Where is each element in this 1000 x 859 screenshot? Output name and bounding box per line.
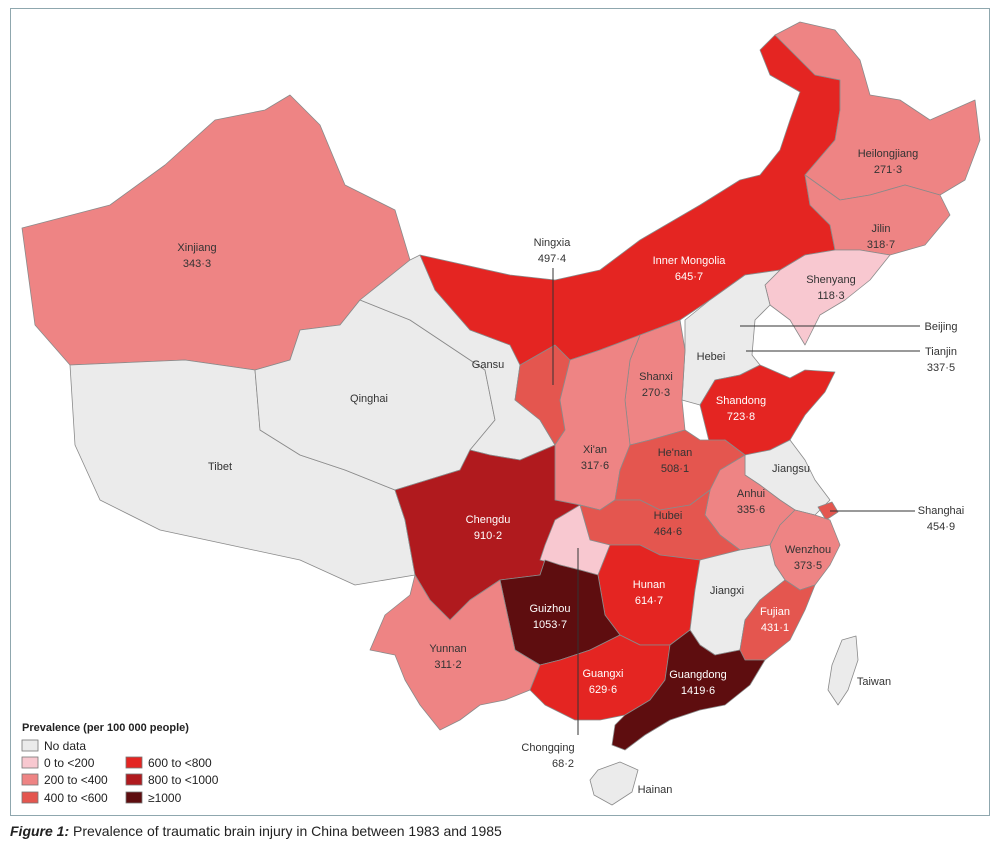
label-ningxia-value: 497·4 [538, 253, 566, 265]
label-gansu-name: Gansu [472, 359, 504, 371]
label-ningxia-name: Ningxia [534, 237, 572, 249]
label-shanghai-value: 454·9 [927, 521, 955, 533]
label-hunan-value: 614·7 [635, 595, 663, 607]
legend-swatch-200-400 [21, 773, 39, 786]
label-jilin-value: 318·7 [867, 239, 895, 251]
label-heilongjiang-value: 271·3 [874, 164, 902, 176]
label-jiangsu-name: Jiangsu [772, 463, 810, 475]
label-henan-value: 508·1 [661, 463, 689, 475]
region-hainan[interactable] [589, 761, 639, 806]
label-guangdong-value: 1419·6 [681, 685, 715, 697]
label-guizhou-value: 1053·7 [533, 619, 567, 631]
legend-title: Prevalence (per 100 000 people) [22, 722, 189, 734]
legend-swatch-400-600 [21, 791, 39, 804]
label-heilongjiang-name: Heilongjiang [858, 148, 919, 160]
label-hebei-name: Hebei [697, 351, 726, 363]
label-shandong-name: Shandong [716, 395, 766, 407]
region-shanghai[interactable] [817, 501, 839, 521]
label-fujian-value: 431·1 [761, 622, 789, 634]
figure-caption-text: Prevalence of traumatic brain injury in … [69, 823, 502, 839]
label-hubei-name: Hubei [654, 510, 683, 522]
label-hunan-name: Hunan [633, 579, 665, 591]
label-chengdu-name: Chengdu [466, 514, 511, 526]
label-inner-mongolia-name: Inner Mongolia [653, 255, 727, 267]
label-shandong-value: 723·8 [727, 411, 755, 423]
label-tianjin-name: Tianjin [925, 346, 957, 358]
label-tibet-name: Tibet [208, 461, 232, 473]
region-yunnan[interactable] [369, 574, 541, 731]
label-wenzhou-value: 373·5 [794, 560, 822, 572]
label-guizhou-name: Guizhou [530, 603, 571, 615]
label-fujian-name: Fujian [760, 606, 790, 618]
figure-caption: Figure 1: Prevalence of traumatic brain … [10, 823, 502, 839]
legend-label-0-200: 0 to <200 [44, 756, 95, 770]
label-xian-value: 317·6 [581, 460, 609, 472]
label-shanghai-name: Shanghai [918, 505, 965, 517]
region-jilin[interactable] [804, 174, 951, 256]
legend-label-600-800: 600 to <800 [148, 756, 212, 770]
label-beijing-name: Beijing [924, 321, 957, 333]
region-heilongjiang[interactable] [774, 21, 981, 201]
label-guangxi-value: 629·6 [589, 684, 617, 696]
label-taiwan-name: Taiwan [857, 676, 891, 688]
legend-swatch-1000-plus [125, 791, 143, 804]
legend-label-400-600: 400 to <600 [44, 791, 108, 805]
legend-swatch-0-200 [21, 756, 39, 769]
label-chongqing-name: Chongqing [521, 742, 574, 754]
legend: Prevalence (per 100 000 people) No data … [21, 722, 219, 805]
label-chongqing-value: 68·2 [552, 758, 574, 770]
label-inner-mongolia-value: 645·7 [675, 271, 703, 283]
label-jiangxi-name: Jiangxi [710, 585, 744, 597]
label-tianjin-value: 337·5 [927, 362, 955, 374]
legend-label-800-1000: 800 to <1000 [148, 773, 219, 787]
label-chengdu-value: 910·2 [474, 530, 502, 542]
label-shenyang-value: 118·3 [817, 290, 844, 302]
label-guangdong-name: Guangdong [669, 669, 727, 681]
region-inner-mongolia[interactable] [419, 34, 841, 366]
label-jilin-name: Jilin [872, 223, 891, 235]
label-hainan-name: Hainan [638, 784, 673, 796]
label-shanxi-value: 270·3 [642, 387, 670, 399]
region-hebei[interactable] [681, 269, 781, 406]
label-hubei-value: 464·6 [654, 526, 682, 538]
label-wenzhou-name: Wenzhou [785, 544, 831, 556]
legend-label-1000-plus: ≥1000 [148, 791, 182, 805]
label-yunnan-name: Yunnan [429, 643, 466, 655]
region-guangdong[interactable] [611, 629, 766, 751]
label-qinghai-name: Qinghai [350, 393, 388, 405]
label-yunnan-value: 311·2 [434, 659, 461, 671]
legend-swatch-600-800 [125, 756, 143, 769]
legend-label-no-data: No data [44, 739, 86, 753]
label-anhui-value: 335·6 [737, 504, 765, 516]
label-guangxi-name: Guangxi [583, 668, 624, 680]
label-anhui-name: Anhui [737, 488, 765, 500]
label-shenyang-name: Shenyang [806, 274, 856, 286]
legend-label-200-400: 200 to <400 [44, 773, 108, 787]
label-xinjiang-value: 343·3 [183, 258, 211, 270]
region-taiwan[interactable] [827, 635, 859, 706]
legend-swatch-800-1000 [125, 773, 143, 786]
label-xian-name: Xi'an [583, 444, 607, 456]
label-henan-name: He'nan [658, 447, 693, 459]
legend-swatch-no-data [21, 739, 39, 752]
label-shanxi-name: Shanxi [639, 371, 673, 383]
figure-label: Figure 1: [10, 823, 70, 839]
label-xinjiang-name: Xinjiang [177, 242, 216, 254]
